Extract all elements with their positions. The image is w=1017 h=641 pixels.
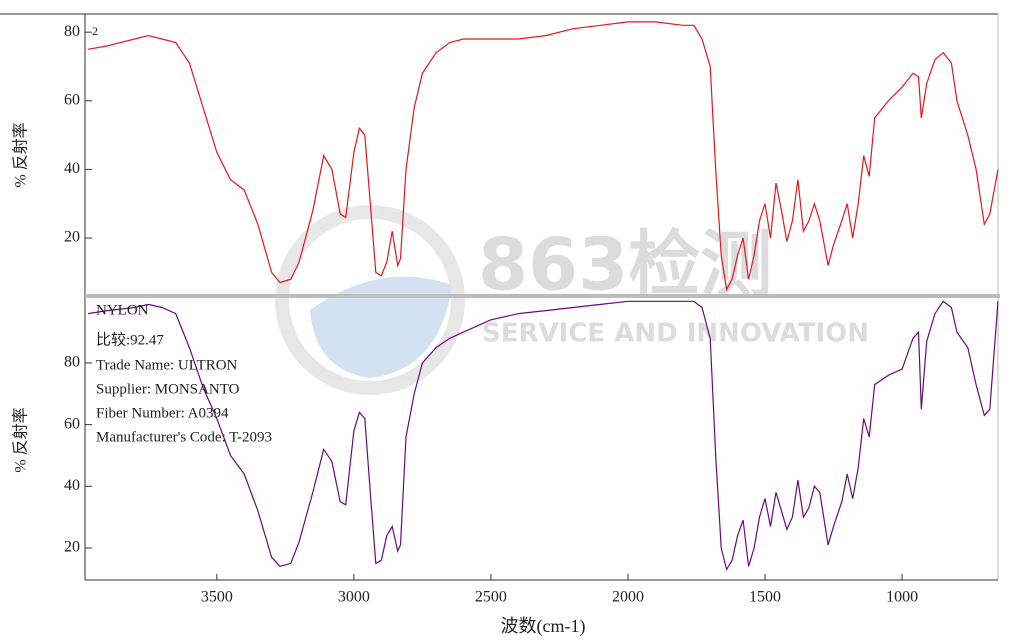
y-tick-label: 40 (64, 477, 80, 494)
watermark-subtitle: SERVICE AND INNOVATION (482, 319, 869, 349)
y-axis-label: % 反射率 (12, 122, 30, 187)
y-tick-label: 60 (64, 415, 80, 432)
annotation: Manufacturer's Code: T-2093 (96, 429, 272, 445)
annotation: 2 (92, 24, 98, 38)
y-tick-label: 40 (64, 160, 80, 177)
x-tick-label: 3500 (201, 589, 233, 606)
spectrum-line (87, 300, 999, 572)
y-tick-label: 20 (64, 229, 80, 246)
x-tick-label: 1000 (886, 589, 918, 606)
y-axis-label: % 反射率 (12, 407, 30, 472)
annotation: Trade Name: ULTRON (96, 357, 238, 373)
spectrum-line (87, 21, 999, 292)
annotation: Fiber Number: A0394 (96, 405, 229, 421)
x-tick-label: 2000 (612, 589, 644, 606)
annotation: 比较:92.47 (96, 330, 164, 348)
y-tick-label: 80 (64, 23, 80, 40)
watermark-ring (275, 205, 465, 395)
x-tick-label: 1500 (749, 589, 781, 606)
y-tick-label: 20 (64, 539, 80, 556)
watermark: 863检测 SERVICE AND INNOVATION (275, 205, 869, 395)
watermark-title: 863检测 (478, 223, 772, 307)
y-tick-label: 80 (64, 354, 80, 371)
x-tick-label: 2500 (475, 589, 507, 606)
watermark-drop (310, 276, 452, 378)
x-tick-label: 3000 (338, 589, 370, 606)
y-tick-label: 60 (64, 91, 80, 108)
annotation: Supplier: MONSANTO (96, 381, 240, 397)
annotation: NYLON (96, 302, 149, 318)
x-axis-label: 波数(cm-1) (501, 616, 586, 637)
